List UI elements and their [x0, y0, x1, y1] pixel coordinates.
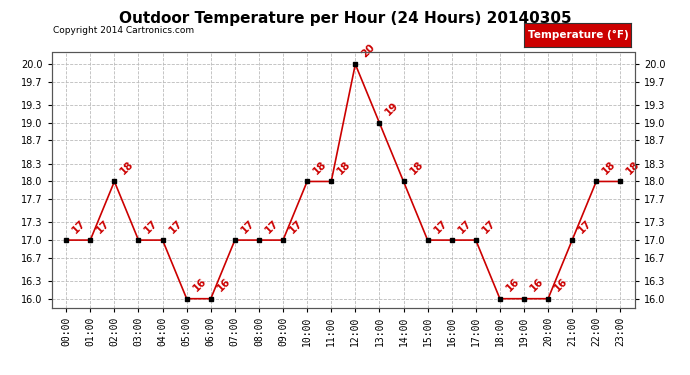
Text: Temperature (°F): Temperature (°F)	[527, 30, 629, 40]
Text: 17: 17	[480, 218, 497, 235]
Text: 17: 17	[167, 218, 184, 235]
Text: 16: 16	[191, 276, 208, 294]
Text: 17: 17	[143, 218, 160, 235]
Text: 17: 17	[239, 218, 257, 235]
Text: 18: 18	[624, 159, 642, 177]
Text: 18: 18	[335, 159, 353, 177]
Text: 16: 16	[552, 276, 569, 294]
Text: 17: 17	[263, 218, 281, 235]
Text: Copyright 2014 Cartronics.com: Copyright 2014 Cartronics.com	[53, 26, 195, 35]
Text: 17: 17	[432, 218, 449, 235]
Text: 16: 16	[528, 276, 546, 294]
Text: 17: 17	[456, 218, 473, 235]
Text: 17: 17	[576, 218, 593, 235]
Text: 17: 17	[70, 218, 88, 235]
Text: 17: 17	[287, 218, 304, 235]
Text: 17: 17	[95, 218, 112, 235]
Text: 18: 18	[119, 159, 136, 177]
Text: 19: 19	[384, 100, 401, 118]
Text: 18: 18	[600, 159, 618, 177]
Text: 18: 18	[311, 159, 328, 177]
Text: 18: 18	[408, 159, 425, 177]
Text: 16: 16	[504, 276, 522, 294]
Text: 20: 20	[359, 42, 377, 59]
Text: 16: 16	[215, 276, 233, 294]
Text: Outdoor Temperature per Hour (24 Hours) 20140305: Outdoor Temperature per Hour (24 Hours) …	[119, 11, 571, 26]
